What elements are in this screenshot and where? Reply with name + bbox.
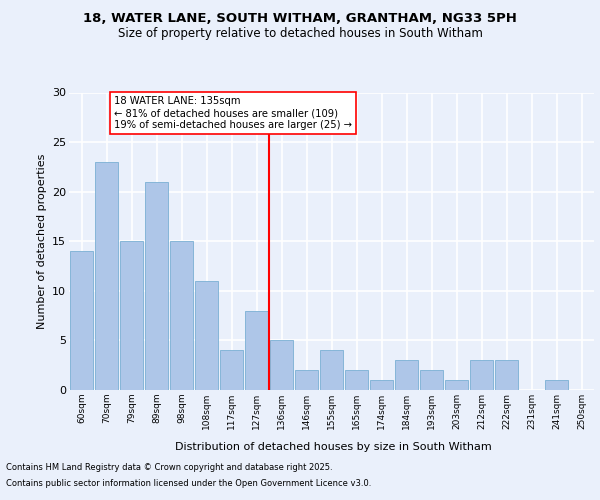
Text: Contains public sector information licensed under the Open Government Licence v3: Contains public sector information licen… [6, 478, 371, 488]
Text: Size of property relative to detached houses in South Witham: Size of property relative to detached ho… [118, 28, 482, 40]
Text: Contains HM Land Registry data © Crown copyright and database right 2025.: Contains HM Land Registry data © Crown c… [6, 464, 332, 472]
Bar [470, 360, 493, 390]
Bar [420, 370, 443, 390]
Bar [545, 380, 568, 390]
Bar [95, 162, 118, 390]
Bar [320, 350, 343, 390]
Bar [395, 360, 418, 390]
Text: Distribution of detached houses by size in South Witham: Distribution of detached houses by size … [175, 442, 491, 452]
Bar [370, 380, 393, 390]
Text: 18 WATER LANE: 135sqm
← 81% of detached houses are smaller (109)
19% of semi-det: 18 WATER LANE: 135sqm ← 81% of detached … [114, 96, 352, 130]
Bar [295, 370, 318, 390]
Bar [245, 310, 268, 390]
Bar [220, 350, 243, 390]
Text: 18, WATER LANE, SOUTH WITHAM, GRANTHAM, NG33 5PH: 18, WATER LANE, SOUTH WITHAM, GRANTHAM, … [83, 12, 517, 26]
Bar [345, 370, 368, 390]
Bar [170, 242, 193, 390]
Bar [195, 281, 218, 390]
Bar [120, 242, 143, 390]
Bar [495, 360, 518, 390]
Bar [270, 340, 293, 390]
Bar [70, 251, 93, 390]
Bar [145, 182, 168, 390]
Bar [445, 380, 468, 390]
Y-axis label: Number of detached properties: Number of detached properties [37, 154, 47, 329]
